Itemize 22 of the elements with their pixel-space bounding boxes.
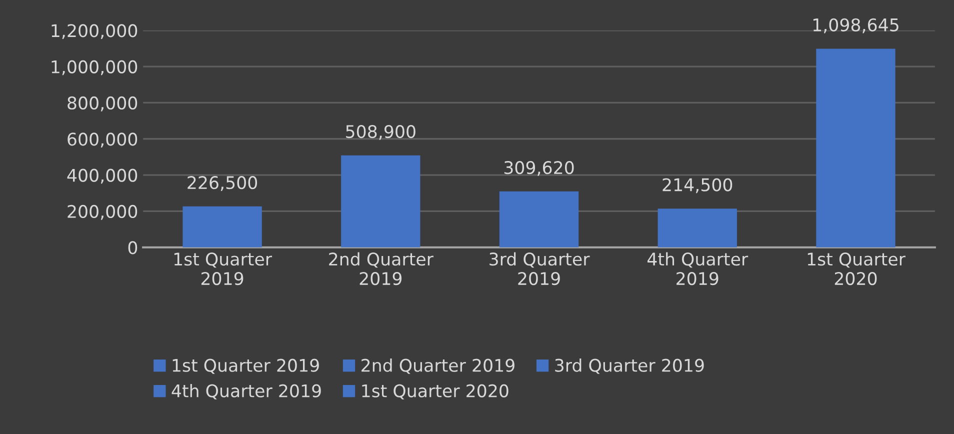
legend-label: 1st Quarter 2020 bbox=[362, 384, 508, 400]
x-tick-label: 1st Quarter 2020 bbox=[808, 252, 906, 286]
data-label: 309,620 bbox=[504, 161, 574, 176]
x-tick-label: 2nd Quarter 2019 bbox=[329, 252, 434, 286]
legend-label: 3rd Quarter 2019 bbox=[555, 358, 704, 374]
x-tick-label: 3rd Quarter 2019 bbox=[490, 252, 590, 286]
y-tick-label: 1,200,000 bbox=[52, 24, 138, 39]
y-tick-label: 600,000 bbox=[68, 132, 138, 148]
data-label: 1,098,645 bbox=[813, 18, 898, 34]
x-tick-label: 1st Quarter 2019 bbox=[174, 252, 272, 286]
data-label: 508,900 bbox=[346, 124, 416, 140]
y-tick-label: 1,000,000 bbox=[52, 60, 138, 76]
x-tick-label: 4th Quarter 2019 bbox=[648, 252, 748, 286]
data-label: 214,500 bbox=[662, 178, 732, 194]
legend-label: 4th Quarter 2019 bbox=[172, 384, 321, 400]
y-tick-label: 200,000 bbox=[68, 204, 138, 220]
y-tick-label: 0 bbox=[128, 241, 138, 254]
legend-label: 2nd Quarter 2019 bbox=[362, 358, 514, 374]
y-tick-label: 800,000 bbox=[68, 96, 138, 112]
data-label: 226,500 bbox=[188, 176, 258, 191]
legend-label: 1st Quarter 2019 bbox=[172, 358, 319, 374]
y-tick-label: 400,000 bbox=[67, 168, 138, 184]
